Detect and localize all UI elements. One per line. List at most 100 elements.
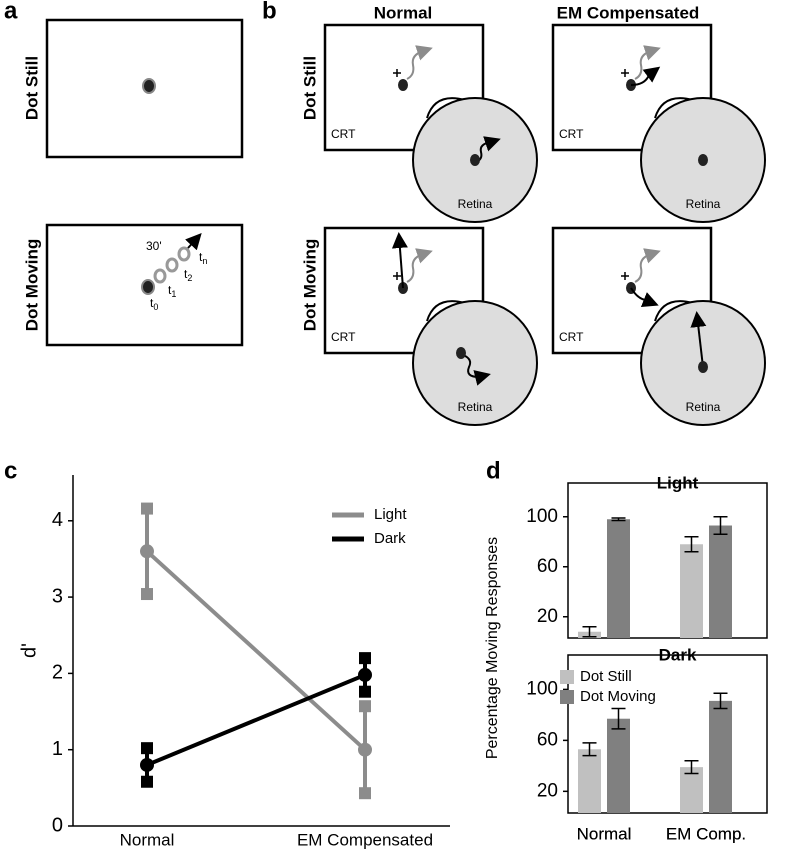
- crt-trace: [391, 232, 408, 289]
- chart-title: Dark: [659, 645, 697, 664]
- error-bar: [684, 760, 699, 775]
- y-axis-label: Percentage Moving Responses: [484, 537, 501, 759]
- retina-dot: [456, 347, 466, 359]
- sub: 2: [187, 273, 192, 283]
- row-label: Dot Moving: [300, 239, 319, 332]
- error-bar: [713, 516, 728, 535]
- error-cap: [359, 652, 371, 665]
- legend-label: Dot Still: [580, 668, 632, 685]
- error-cap: [141, 775, 153, 788]
- error-cap: [141, 588, 153, 601]
- panel-label: d: [486, 457, 501, 484]
- error-cap: [141, 742, 153, 755]
- bar: [709, 525, 732, 638]
- marker: [140, 544, 154, 559]
- y-axis-label: d': [18, 643, 40, 658]
- y-tick-label: 100: [526, 678, 558, 699]
- eye: [412, 300, 538, 426]
- y-tick-label: 20: [537, 780, 558, 801]
- x-tick-label: EM Compensated: [297, 830, 433, 849]
- y-tick-label: 0: [52, 814, 63, 836]
- x-tick-label: Normal: [577, 824, 632, 843]
- legend-label: Dot Moving: [580, 688, 656, 705]
- t: t: [184, 267, 188, 281]
- legend-label: Dark: [374, 530, 406, 547]
- dot: [165, 257, 179, 273]
- marker: [358, 742, 372, 757]
- trace: [406, 45, 433, 80]
- panel-label: c: [4, 457, 17, 484]
- series-line: [145, 549, 367, 752]
- cross: [621, 272, 629, 280]
- error-cap: [359, 787, 371, 800]
- time-label: tn: [199, 250, 207, 266]
- x-tick-label: Normal: [120, 830, 175, 849]
- t: t: [168, 283, 172, 297]
- legend-swatch: [560, 690, 574, 704]
- legend-label: Light: [374, 506, 407, 523]
- column-label: Normal: [374, 3, 433, 22]
- dot: [142, 78, 156, 94]
- dot: [153, 268, 167, 284]
- bar: [680, 767, 703, 813]
- x-tick-label: Normal: [577, 824, 632, 843]
- t: t: [150, 296, 154, 310]
- bar: [709, 700, 732, 813]
- y-tick-label: 4: [52, 509, 63, 531]
- time-label: t0: [150, 296, 158, 312]
- y-tick-label: 100: [526, 506, 558, 527]
- y-tick-label: 2: [52, 662, 63, 684]
- y-tick-label: 20: [537, 606, 558, 627]
- y-tick-label: 60: [537, 729, 558, 750]
- screen-label: CRT: [331, 127, 356, 141]
- trace: [634, 248, 661, 283]
- trace: [406, 248, 433, 283]
- cross: [393, 272, 401, 280]
- eye-label: Retina: [686, 400, 721, 414]
- row-label: Dot Still: [22, 56, 41, 120]
- error-bar: [582, 742, 597, 757]
- chart-title: Light: [657, 473, 699, 492]
- column-label: EM Compensated: [557, 3, 700, 22]
- y-tick-label: 60: [537, 556, 558, 577]
- bar: [607, 519, 630, 638]
- screen-label: CRT: [559, 330, 584, 344]
- bar: [680, 544, 703, 638]
- error-bar: [582, 626, 597, 638]
- error-bar: [713, 692, 728, 710]
- x-tick-label: EM Comp.: [666, 824, 746, 843]
- y-tick-label: 3: [52, 585, 63, 607]
- retina-dot: [698, 361, 708, 373]
- error-cap: [359, 685, 371, 698]
- error-bar: [684, 536, 699, 553]
- error-bar: [611, 517, 626, 522]
- dot: [177, 246, 191, 262]
- charts: 0 1 2 3 4 Light Dark Normal EM Compensated d' 20 60…: [18, 473, 768, 849]
- dot: [398, 79, 408, 91]
- plot-frame: [567, 654, 768, 814]
- screen-label: CRT: [331, 330, 356, 344]
- retina-trace: [462, 354, 491, 386]
- error-cap: [141, 502, 153, 515]
- sub: n: [202, 256, 207, 266]
- time-label: t1: [168, 283, 176, 299]
- eye-label: Retina: [458, 197, 493, 211]
- retina-dot: [470, 154, 480, 166]
- bar: [578, 749, 601, 813]
- row-label: Dot Still: [300, 56, 319, 120]
- panel-label: a: [4, 0, 18, 24]
- cross: [393, 69, 401, 77]
- screen-label: CRT: [559, 127, 584, 141]
- time-label: t2: [184, 267, 192, 283]
- error-bar: [611, 707, 626, 730]
- trace: [634, 45, 661, 80]
- crt-trace: [630, 287, 659, 307]
- screen: [45, 18, 244, 159]
- crt-trace: [630, 66, 661, 86]
- x-tick-label: EM Comp.: [666, 824, 746, 843]
- panel-b: Normal EM Compensated Dot Still Dot Movi…: [300, 3, 766, 426]
- row-label: Dot Moving: [22, 239, 41, 332]
- cross: [621, 69, 629, 77]
- screen: [45, 223, 244, 347]
